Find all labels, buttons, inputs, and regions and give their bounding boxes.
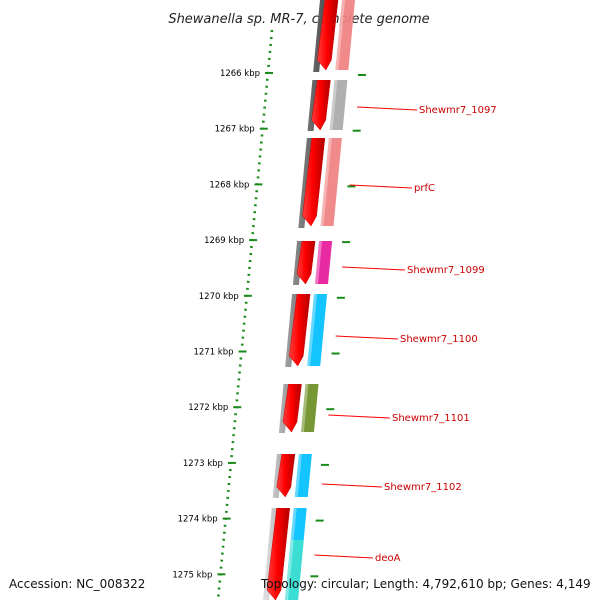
scale-dotted-line — [216, 29, 274, 600]
colored-strand-gene — [300, 384, 319, 432]
gene-highlight — [320, 138, 332, 226]
gene-label-leader — [335, 335, 399, 340]
gene-highlight — [315, 241, 323, 284]
gene-label[interactable]: Shewmr7_1102 — [384, 482, 462, 493]
gene-label[interactable]: Shewmr7_1101 — [392, 413, 470, 424]
gene-highlight — [307, 294, 318, 366]
colored-strand-gene — [294, 454, 312, 497]
gene-highlight — [300, 384, 309, 432]
intergenic-gap — [272, 285, 333, 294]
intergenic-gap — [256, 433, 319, 454]
gene-track: Shewmr7_1097 prfC Shewmr7_1099 Shewmr7_1100… — [251, 0, 497, 600]
accession-text: Accession: NC_008322 — [9, 577, 146, 591]
intergenic-gap — [277, 228, 339, 241]
kbp-tick-label: 1268 kbp — [209, 180, 249, 190]
gene-label-leader — [342, 266, 406, 271]
intergenic-gap — [251, 498, 313, 508]
gene-highlight — [335, 0, 345, 70]
gene-highlight — [329, 80, 338, 130]
outer-ticks — [310, 74, 366, 578]
gene-label-leader — [328, 414, 391, 419]
map-title: Shewanella sp. MR-7, complete genome — [168, 12, 429, 27]
colored-strand-gene — [285, 540, 304, 600]
gene-highlight — [285, 540, 294, 600]
topology-text: Topology: circular; Length: 4,792,610 bp… — [261, 577, 591, 591]
intergenic-gap — [263, 367, 326, 384]
gene-label-leader — [314, 554, 374, 559]
kbp-tick-label: 1274 kbp — [178, 515, 218, 525]
gene-label[interactable]: prfC — [414, 183, 435, 194]
gene-highlight — [294, 454, 302, 497]
colored-strand-gene — [307, 294, 328, 366]
kbp-tick-label: 1266 kbp — [220, 69, 260, 79]
colored-strand-gene — [320, 138, 342, 226]
kbp-tick-label: 1272 kbp — [188, 403, 228, 413]
colored-strand-gene — [335, 0, 355, 70]
kbp-tick-label: 1267 kbp — [215, 125, 255, 135]
gene-label[interactable]: Shewmr7_1100 — [400, 334, 478, 345]
gene-label-leader — [321, 483, 383, 488]
kbp-tick-label: 1275 kbp — [172, 570, 212, 580]
kbp-ticks: 1266 kbp 1267 kbp 1268 kbp 1269 kbp 1270 kbp… — [172, 69, 273, 580]
gene-label-leader — [349, 184, 413, 189]
kbp-tick-label: 1273 kbp — [183, 459, 223, 469]
intergenic-gap — [292, 72, 354, 80]
gene-label[interactable]: deoA — [375, 553, 401, 564]
gene-label[interactable]: Shewmr7_1097 — [419, 105, 497, 116]
gene-label[interactable]: Shewmr7_1099 — [407, 265, 485, 276]
gene-label-leader — [357, 106, 418, 111]
kbp-tick-label: 1269 kbp — [204, 236, 244, 246]
kbp-tick-label: 1270 kbp — [199, 292, 239, 302]
colored-strand-gene — [329, 80, 348, 130]
kbp-tick-label: 1271 kbp — [193, 348, 233, 358]
colored-strand-gene — [315, 241, 333, 284]
red-strand-gene — [317, 0, 339, 71]
intergenic-gap — [286, 131, 348, 138]
